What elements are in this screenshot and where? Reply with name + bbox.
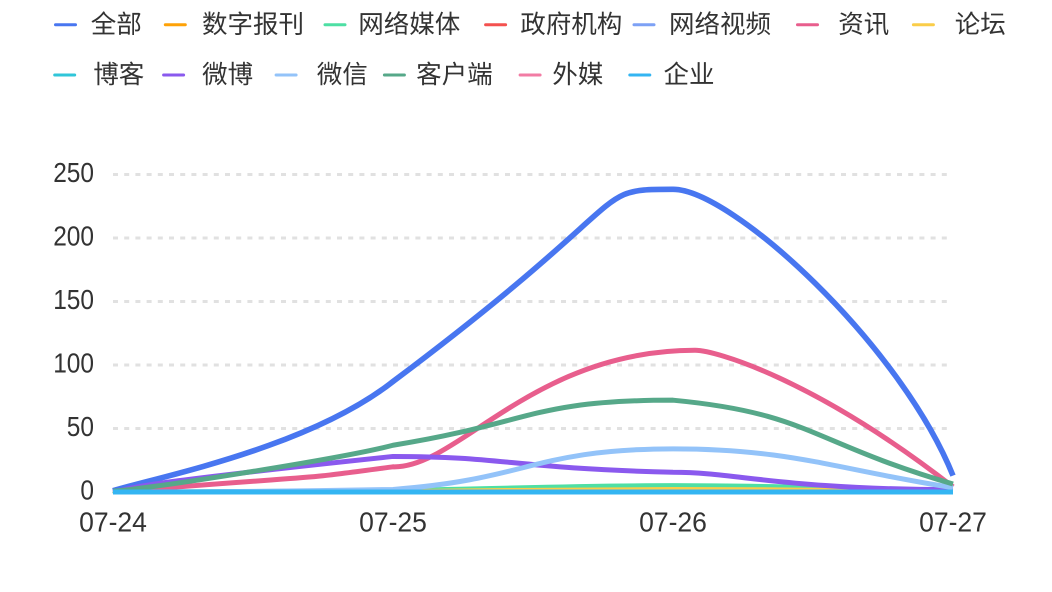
- svg-text:250: 250: [53, 157, 94, 188]
- svg-text:200: 200: [53, 221, 94, 252]
- svg-text:150: 150: [53, 284, 94, 315]
- svg-text:07-24: 07-24: [79, 507, 147, 538]
- svg-text:50: 50: [67, 411, 94, 442]
- svg-text:07-27: 07-27: [919, 507, 987, 538]
- svg-text:100: 100: [53, 348, 94, 379]
- svg-text:07-26: 07-26: [639, 507, 707, 538]
- svg-text:07-25: 07-25: [359, 507, 427, 538]
- svg-text:0: 0: [80, 475, 94, 506]
